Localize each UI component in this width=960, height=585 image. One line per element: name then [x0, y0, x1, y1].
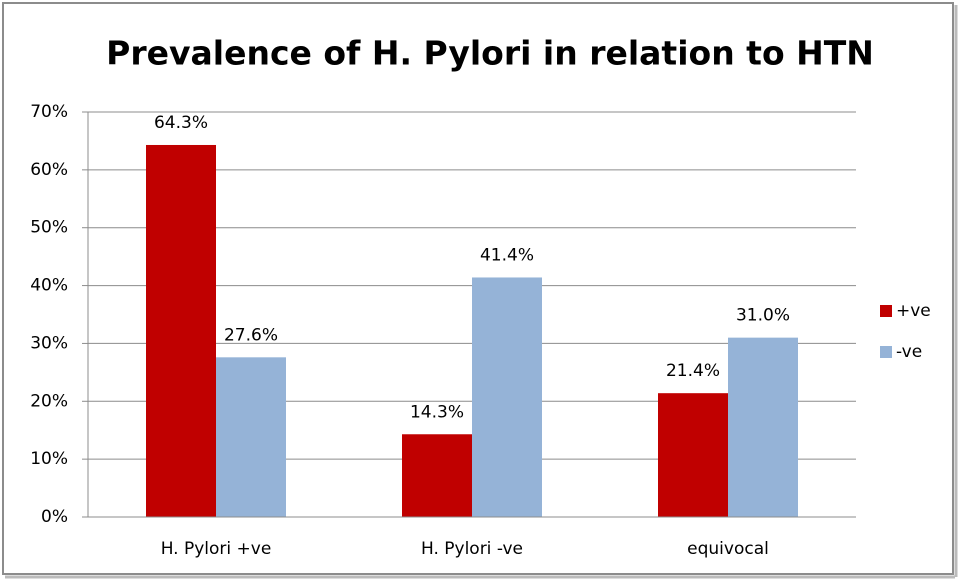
legend-label: -ve: [896, 342, 922, 362]
bar: [402, 434, 472, 517]
data-label: 21.4%: [666, 361, 720, 381]
legend-label: +ve: [896, 301, 931, 321]
x-tick-label: H. Pylori -ve: [421, 539, 523, 559]
y-tick-label: 0%: [41, 507, 68, 527]
y-tick-label: 50%: [30, 218, 68, 238]
data-label: 41.4%: [480, 245, 534, 265]
data-label: 64.3%: [154, 113, 208, 133]
data-label: 14.3%: [410, 402, 464, 422]
y-tick-label: 40%: [30, 276, 68, 296]
bar: [146, 144, 216, 517]
chart-title: Prevalence of H. Pylori in relation to H…: [106, 34, 874, 73]
data-label: 31.0%: [736, 306, 790, 326]
x-tick-label: H. Pylori +ve: [161, 539, 272, 559]
y-tick-label: 70%: [30, 102, 68, 122]
y-tick-label: 60%: [30, 160, 68, 180]
bar: [216, 357, 286, 517]
x-tick-label: equivocal: [687, 539, 769, 559]
y-tick-label: 10%: [30, 449, 68, 469]
bar: [658, 393, 728, 517]
bar: [728, 337, 798, 517]
data-label: 27.6%: [224, 325, 278, 345]
y-tick-label: 30%: [30, 333, 68, 353]
y-tick-label: 20%: [30, 391, 68, 411]
legend-swatch: [880, 305, 892, 317]
legend-swatch: [880, 346, 892, 358]
bar: [472, 277, 542, 517]
